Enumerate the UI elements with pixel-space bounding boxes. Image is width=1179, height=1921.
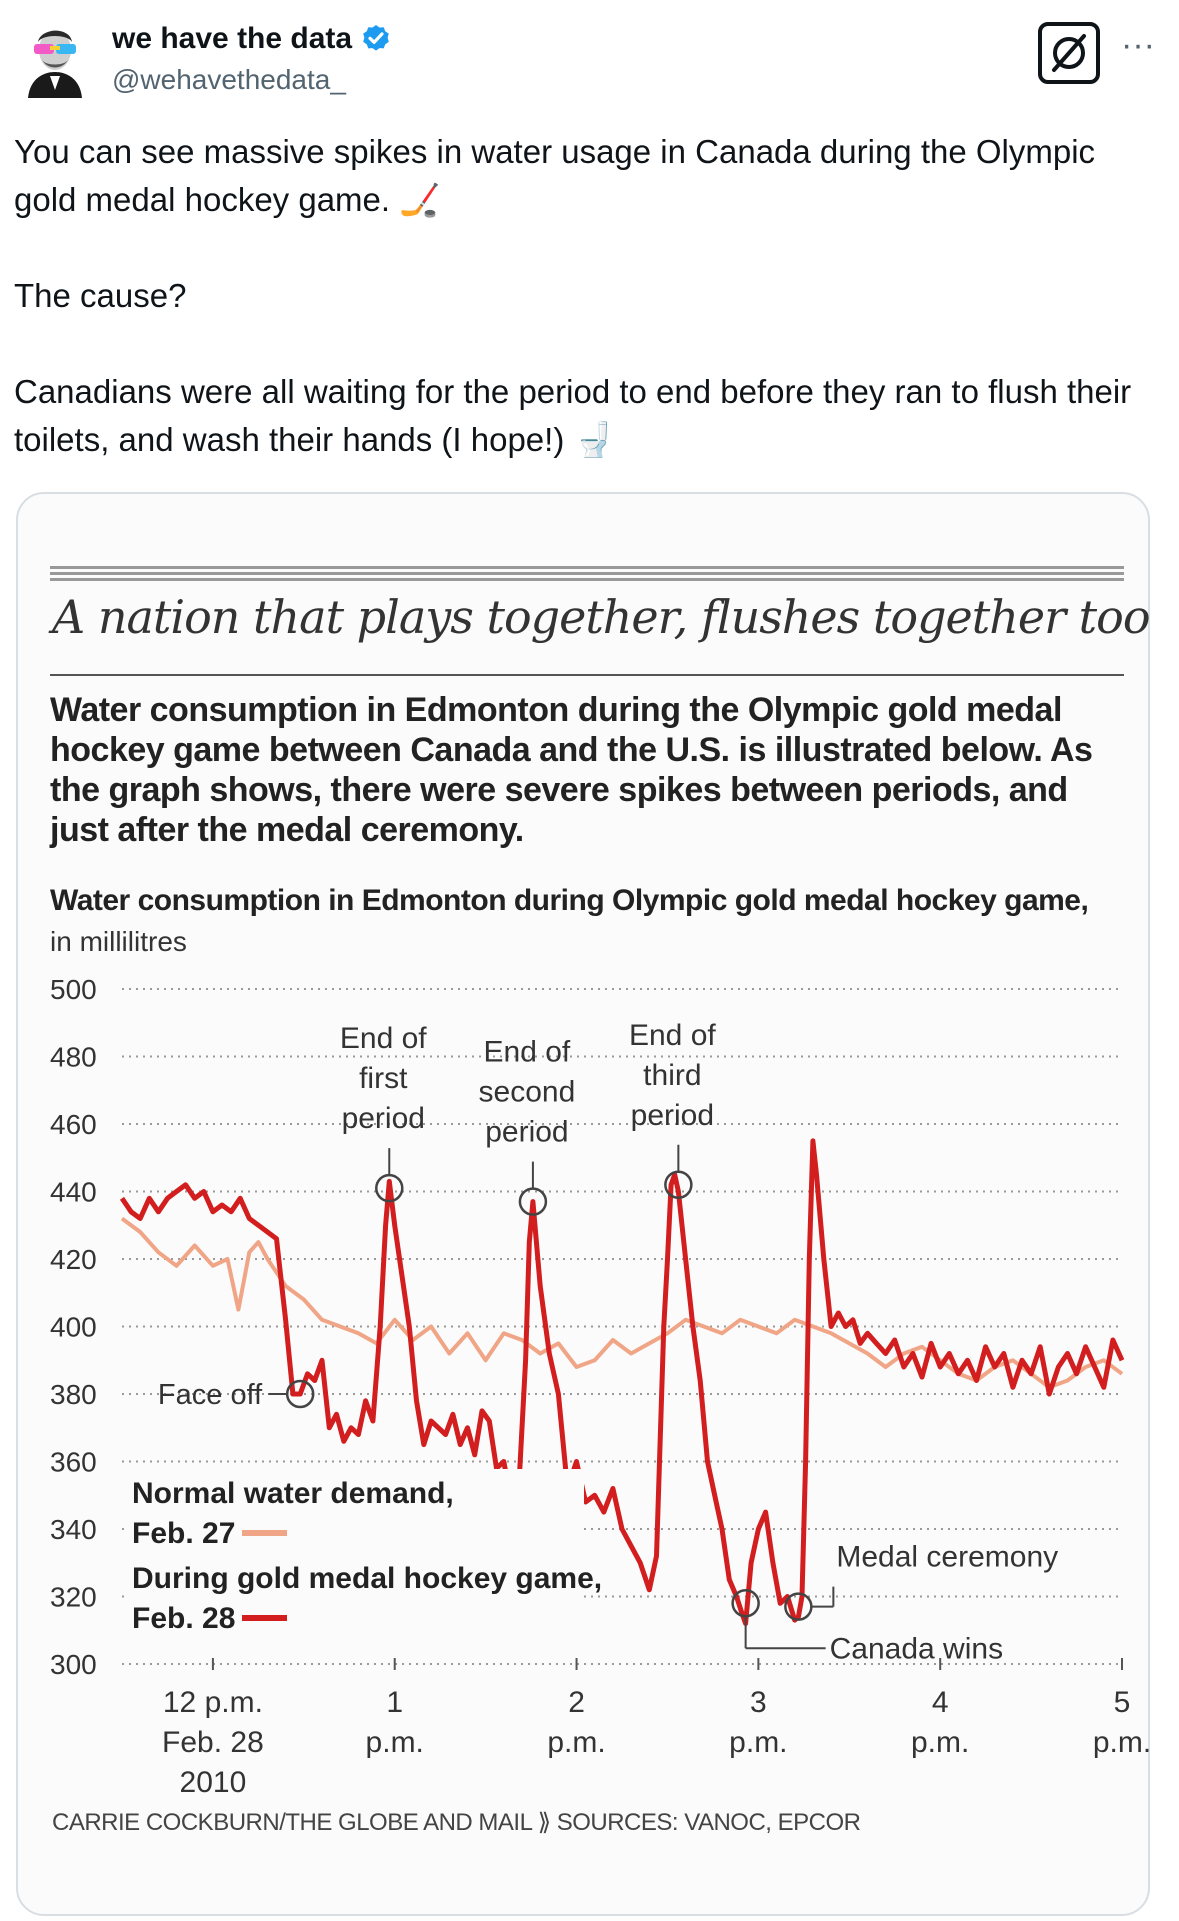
series-line-normal-demand [120, 1216, 1124, 1390]
annotation-label: first [359, 1062, 408, 1095]
post-header: we have the data @wehavethedata_ ··· [0, 0, 1179, 110]
figure-title: A nation that plays together, flushes to… [52, 590, 1151, 644]
x-tick-label: 3 [750, 1686, 767, 1719]
media-card[interactable] [16, 492, 1150, 1916]
y-tick-label: 380 [50, 1379, 97, 1410]
y-tick-label: 440 [50, 1177, 97, 1208]
annotation-label: second [479, 1076, 576, 1109]
figure-description: Water consumption in Edmonton during the… [50, 691, 1093, 849]
x-tick-label: p.m. [366, 1726, 424, 1759]
x-tick-label: p.m. [1093, 1726, 1151, 1759]
x-tick-label: 1 [386, 1686, 403, 1719]
annotation-label: End of [484, 1036, 571, 1069]
x-tick-label: p.m. [911, 1726, 969, 1759]
series-line-game-day [119, 1138, 1125, 1626]
avatar-image [20, 20, 90, 98]
annotation-label: Face off [158, 1379, 263, 1411]
annotation-label: period [485, 1116, 568, 1149]
x-tick-label: p.m. [729, 1726, 787, 1759]
x-tick-label: 2 [568, 1686, 585, 1719]
annotation-label: Medal ceremony [836, 1541, 1058, 1574]
annotation-label: period [631, 1099, 714, 1132]
grok-icon [1052, 34, 1086, 72]
annotation-label: third [643, 1059, 701, 1092]
chart-unit-label: in millilitres [50, 926, 187, 957]
y-tick-label: 480 [50, 1042, 97, 1073]
y-tick-label: 400 [50, 1312, 97, 1343]
y-tick-label: 320 [50, 1582, 97, 1613]
y-tick-label: 340 [50, 1514, 97, 1545]
figure-credit: CARRIE COCKBURN/THE GLOBE AND MAIL ⟫ SOU… [52, 1809, 861, 1836]
x-tick-label: 12 p.m. [163, 1686, 263, 1719]
y-tick-label: 420 [50, 1244, 97, 1275]
annotation-label: End of [629, 1019, 716, 1052]
x-tick-label: 5 [1114, 1686, 1131, 1719]
verified-badge-icon [363, 25, 389, 51]
y-tick-label: 300 [50, 1649, 97, 1680]
y-tick-label: 500 [50, 974, 97, 1005]
legend-background [124, 1469, 584, 1561]
chart-subtitle: Water consumption in Edmonton during Oly… [50, 884, 1089, 917]
legend-date: Feb. 28 [132, 1602, 235, 1635]
annotation-label: End of [340, 1022, 427, 1055]
legend-date: Feb. 27 [132, 1517, 235, 1550]
author-row: we have the data [112, 22, 392, 56]
x-tick-label: Feb. 28 [162, 1726, 264, 1759]
post-text: You can see massive spikes in water usag… [14, 133, 1132, 458]
x-tick-label: 4 [932, 1686, 949, 1719]
legend-label: During gold medal hockey game, [132, 1562, 602, 1595]
annotation-label: period [342, 1102, 425, 1135]
grok-button[interactable] [1038, 22, 1100, 84]
legend-label: Normal water demand, [132, 1477, 454, 1510]
avatar[interactable] [20, 20, 90, 98]
y-tick-label: 460 [50, 1109, 97, 1140]
more-options-button[interactable]: ··· [1121, 26, 1155, 64]
y-tick-label: 360 [50, 1447, 97, 1478]
annotation-label: Canada wins [830, 1632, 1003, 1665]
author-name[interactable]: we have the data [112, 22, 353, 55]
x-tick-label: 2010 [180, 1766, 247, 1799]
legend-background [124, 1554, 584, 1646]
x-tick-label: p.m. [547, 1726, 605, 1759]
author-handle[interactable]: @wehavethedata_ [112, 64, 346, 95]
